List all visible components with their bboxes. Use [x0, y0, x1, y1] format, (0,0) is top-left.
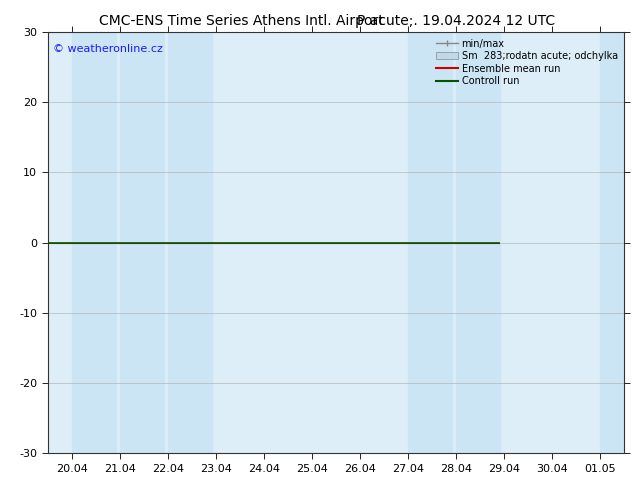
Text: CMC-ENS Time Series Athens Intl. Airport: CMC-ENS Time Series Athens Intl. Airport: [98, 14, 384, 28]
Text: © weatheronline.cz: © weatheronline.cz: [53, 45, 163, 54]
Legend: min/max, Sm  283;rodatn acute; odchylka, Ensemble mean run, Controll run: min/max, Sm 283;rodatn acute; odchylka, …: [434, 37, 619, 88]
Bar: [408, 32, 453, 453]
Bar: [120, 32, 164, 453]
Bar: [72, 32, 116, 453]
Bar: [600, 32, 624, 453]
Bar: [168, 32, 212, 453]
Bar: [456, 32, 500, 453]
Text: P acute;. 19.04.2024 12 UTC: P acute;. 19.04.2024 12 UTC: [358, 14, 555, 28]
